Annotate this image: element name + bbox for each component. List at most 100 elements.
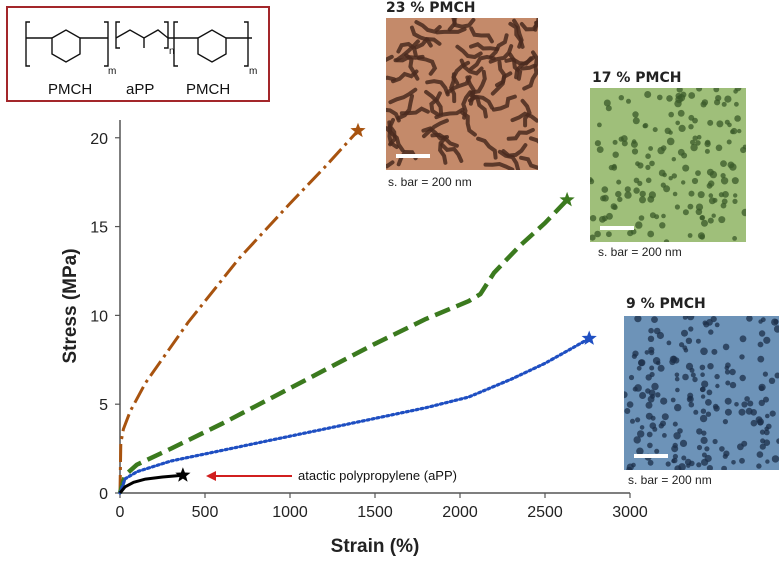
micrograph-domain — [422, 118, 449, 139]
micrograph-domain — [602, 194, 609, 202]
micrograph-domain — [704, 148, 710, 154]
micrograph-domain — [697, 232, 705, 240]
micrograph-domain — [632, 111, 639, 118]
series-line-1 — [118, 129, 360, 494]
micrograph-domain — [673, 357, 680, 364]
micrograph-domain — [451, 18, 476, 29]
micrograph-domain — [674, 465, 682, 470]
micrograph-domain — [528, 136, 538, 144]
micrograph-domain — [682, 209, 689, 216]
micrograph-domain — [649, 422, 657, 429]
micrograph-domain — [696, 462, 702, 468]
micrograph-domain — [488, 33, 509, 59]
micrograph-domain — [451, 60, 471, 86]
series-line-2 — [117, 198, 569, 494]
bracket-left-3 — [173, 21, 178, 67]
micrograph-domain — [386, 54, 394, 63]
micrograph-domain — [388, 87, 418, 105]
micrograph-domain — [612, 151, 619, 158]
micrograph-domain — [671, 157, 676, 162]
micrograph-domain — [590, 178, 595, 185]
micrograph-domain — [666, 95, 673, 102]
micrograph-domain — [652, 127, 658, 133]
micrograph-domain — [700, 408, 707, 414]
micrograph-domain — [665, 461, 671, 467]
micrograph-domain — [776, 438, 779, 444]
cyclohexane-ring-right — [197, 29, 227, 63]
micrograph-domain — [734, 101, 739, 107]
micrograph-domain — [709, 170, 718, 179]
micrograph-domain — [763, 396, 769, 403]
micrograph-domain — [737, 128, 742, 134]
micrograph-domain — [701, 219, 708, 227]
micrograph-domain — [677, 109, 685, 117]
micrograph-domain — [721, 101, 727, 107]
micrograph-domain — [626, 401, 634, 408]
micrograph-domain — [738, 408, 746, 416]
micrograph-domain — [435, 27, 467, 35]
bracket-left-1 — [25, 21, 30, 67]
x-tick-label: 0 — [116, 504, 125, 521]
micrograph-domain — [730, 129, 735, 135]
micrograph-domain — [461, 90, 473, 120]
micrograph-domain — [651, 382, 659, 391]
micrograph-domain — [722, 343, 730, 351]
micrograph-domain — [649, 212, 656, 219]
micrograph-domain — [726, 139, 732, 145]
micrograph-domain — [686, 395, 694, 403]
micrograph-domain — [438, 135, 448, 165]
y-tick-label: 5 — [99, 397, 108, 414]
micrograph-domain — [720, 160, 727, 167]
micrograph-domain — [704, 454, 712, 463]
micrograph-domain — [675, 120, 680, 126]
micrograph-domain — [674, 372, 680, 378]
micrograph-domain — [416, 56, 438, 76]
micrograph-domain — [681, 180, 686, 185]
micrograph-domain — [688, 190, 695, 197]
x-tick-label: 1000 — [272, 504, 308, 521]
y-tick-label: 20 — [90, 131, 108, 148]
micrograph-domain — [685, 362, 694, 370]
micrograph-domain — [654, 448, 660, 454]
micrograph-domain — [720, 177, 729, 185]
micrograph-domain — [675, 95, 683, 104]
x-tick-label: 3000 — [612, 504, 648, 521]
micrograph-domain — [757, 355, 765, 363]
micrograph-domain — [647, 195, 655, 203]
micrograph-domain — [510, 111, 538, 123]
micrograph-domain — [519, 155, 538, 170]
micrograph-domain — [520, 50, 538, 71]
micrograph-domain — [700, 394, 706, 399]
micrograph-domain — [647, 442, 653, 449]
series-line-3 — [118, 336, 591, 495]
micrograph-domain — [682, 164, 690, 172]
micrograph-domain — [672, 191, 678, 197]
micrograph-domain — [740, 146, 746, 154]
micrograph-domain — [386, 126, 405, 153]
micrograph-domain — [647, 459, 654, 466]
micrograph-domain — [705, 399, 712, 406]
micrograph-domain — [757, 341, 764, 348]
micrograph-domain — [649, 160, 655, 167]
micrograph-domain — [690, 143, 698, 152]
micrograph-domain — [594, 140, 601, 147]
inset-3-title: 9 % PMCH — [626, 296, 706, 312]
micrograph-domain — [763, 439, 771, 446]
micrograph-domain — [766, 423, 772, 430]
micrograph-domain — [716, 120, 724, 128]
micrograph-domain — [706, 465, 713, 470]
micrograph-domain — [682, 373, 689, 381]
micrograph-domain — [687, 233, 693, 238]
y-tick-label: 15 — [90, 220, 108, 237]
scale-bar — [396, 154, 430, 158]
micrograph-domain — [760, 438, 766, 444]
x-ticks: 0 500 1000 1500 2000 2500 3000 — [116, 493, 648, 521]
micrograph-domain — [756, 451, 764, 458]
inset-2-caption: s. bar = 200 nm — [598, 245, 682, 259]
micrograph-domain — [715, 95, 722, 102]
micrograph-domain — [690, 139, 696, 145]
micrograph-domain — [661, 213, 666, 219]
annotation-label: atactic polypropylene (aPP) — [298, 468, 457, 483]
y-ticks: 0 5 10 15 20 — [90, 131, 120, 503]
